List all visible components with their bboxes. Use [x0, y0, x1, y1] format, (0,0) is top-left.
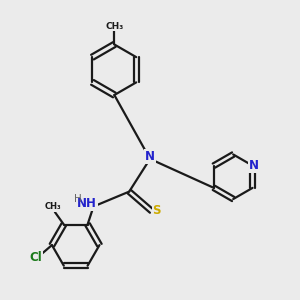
Text: Cl: Cl: [29, 251, 42, 264]
Text: CH₃: CH₃: [105, 22, 124, 31]
Text: S: S: [153, 204, 161, 218]
Text: NH: NH: [77, 197, 97, 210]
Text: CH₃: CH₃: [44, 202, 61, 211]
Text: H: H: [74, 194, 82, 204]
Text: N: N: [145, 150, 155, 163]
Text: N: N: [249, 159, 259, 172]
